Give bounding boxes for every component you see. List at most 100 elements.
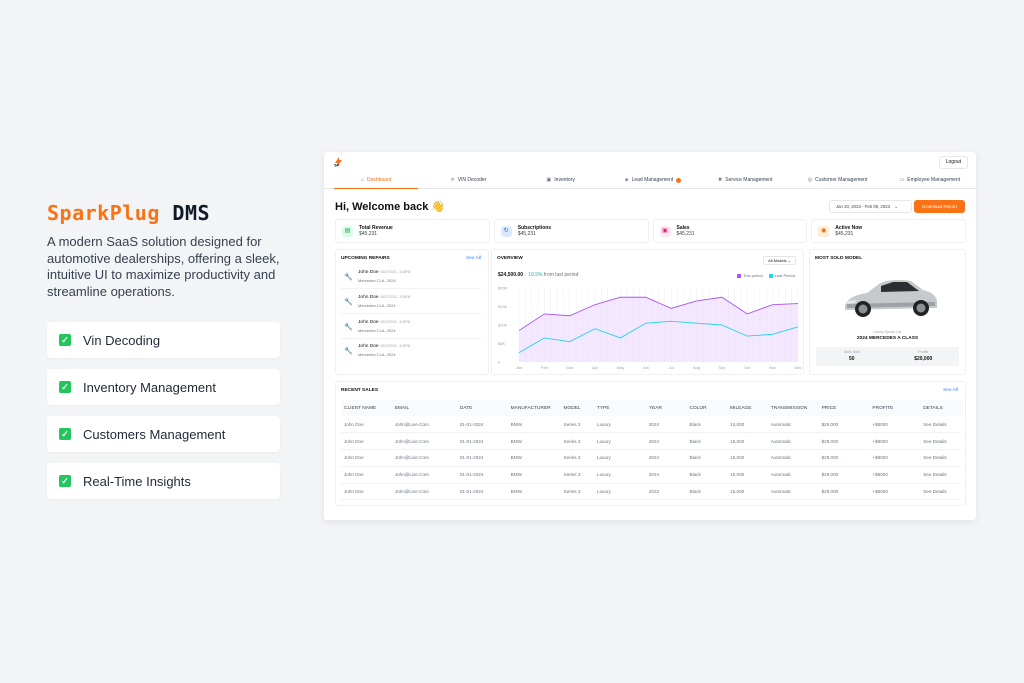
table-row[interactable]: John Doe John@Live.Com 01-01-2024 BMW Series… [341,449,961,467]
table-cell: +$8000 [869,449,921,467]
table-cell: 01-01-2024 [456,416,508,434]
repair-item[interactable]: 🔧 John Doe 05/27/2024 - 3:30PM Mercedes C… [341,292,481,314]
table-cell: 2024 [645,466,687,484]
see-details-link[interactable]: See Details [920,449,961,467]
table-cell: John Doe [341,483,392,501]
see-all-link[interactable]: See All [943,388,958,393]
panel-title: MOST SOLD MODEL [815,256,863,261]
repair-car: Mercedes CLA, 2024 [358,328,396,333]
column-header[interactable]: DATE [456,400,508,416]
feature-list: ✓ Vin Decoding ✓ Inventory Management ✓ … [47,322,280,510]
stat-value: $45,231 [676,231,695,237]
repair-item[interactable]: 🔧 John Doe 05/27/2024 - 3:30PM Mercedes C… [341,317,481,339]
table-cell: John@Live.Com [391,432,457,451]
overview-chart: $20K $15K $10K $5K 0 Jan Feb Mar Apr May Jun Jul Aug… [498,286,802,371]
logout-button[interactable]: Logout [938,156,968,169]
column-header[interactable]: DETAILS [920,400,961,416]
dashboard-window: SP Logout ⌂ Dashboard ✕ VIN Decoder ▣ In… [324,152,976,520]
column-header[interactable]: MODEL [560,400,595,416]
stat-label: Profits [918,350,929,354]
table-cell: 01-01-2024 [456,432,508,451]
column-header[interactable]: PROFITE [869,400,921,416]
wrench-icon: 🔧 [344,274,353,281]
model-stats: Units Sold 50 Profits $20,000 [816,347,959,366]
box-icon: ▣ [546,177,552,183]
repair-time: 05/27/2024 - 3:30PM [380,320,411,324]
table-cell: 2024 [645,432,687,451]
column-header[interactable]: TYPE [594,400,646,416]
stat-value: 50 [848,356,855,362]
stat-card-sales: ▣ Sales $45,231 [652,219,808,243]
model-caption: Luxury Sports Car [873,330,902,334]
profits-stat: Profits $20,000 [888,347,960,366]
y-tick-label: $15K [498,304,508,309]
legend-label: Last Period [774,273,795,278]
table-cell: 01-01-2024 [456,483,508,501]
see-details-link[interactable]: See Details [920,483,961,501]
column-header[interactable]: CLIENT NAME [341,400,392,416]
tab-dashboard[interactable]: ⌂ Dashboard [330,172,422,189]
recent-sales-panel: RECENT SALES See All CLIENT NAME EMAIL DAT… [335,381,966,506]
tab-service-management[interactable]: ✖ Service Management [699,172,791,188]
table-row[interactable]: John Doe John@Live.Com 01-01-2024 BMW Series… [341,483,961,501]
download-report-button[interactable]: Download Report [914,200,965,213]
table-cell: BMW [507,432,561,451]
stat-value: $20,000 [914,356,933,362]
repair-item[interactable]: 🔧 John Doe 05/27/2024 - 3:30PM Mercedes C… [341,267,481,289]
tab-inventory[interactable]: ▣ Inventory [515,172,607,188]
table-cell: $29,000 [818,466,870,484]
refresh-icon: ↻ [500,225,512,237]
column-header[interactable]: YEAR [645,400,687,416]
stats-row: ▤ Total Revenue $45,231 ↻ Subscriptions $4… [335,219,966,243]
stat-title: Total Revenue [359,225,393,231]
series-line-this-period [518,296,799,331]
table-cell: BMW [507,416,561,434]
table-row[interactable]: John Doe John@Live.Com 01-01-2024 BMW Series… [341,432,961,451]
tab-vin-decoder[interactable]: ✕ VIN Decoder [422,172,514,188]
table-cell: John@Live.Com [391,466,457,484]
users-icon: ◎ [807,177,813,183]
wrench-icon: ✖ [718,177,723,183]
column-header[interactable]: COLOR [686,400,728,416]
see-all-link[interactable]: See All [466,256,481,261]
model-filter-select[interactable]: All Models ⌄ [763,256,796,265]
column-header[interactable]: TRANSMISSION [767,400,819,416]
date-range-picker[interactable]: Jan 20, 2023 - Feb 09, 2023 ⌄ [829,200,912,213]
see-details-link[interactable]: See Details [920,466,961,484]
table-cell: Automatic [767,483,819,501]
see-details-link[interactable]: See Details [920,416,961,434]
table-cell: 15,000 [727,432,768,451]
logo-icon[interactable]: SP [334,157,343,167]
repair-car: Mercedes CLA, 2024 [358,352,396,357]
y-tick-label: 0 [498,360,501,365]
tab-lead-management[interactable]: ◈ Lead Management [607,172,699,188]
sales-table: CLIENT NAME EMAIL DATE MANUFACTURER MODEL TYP… [341,400,961,501]
legend-item: Last Period [768,273,795,278]
brand-title: SparkPlug DMS [47,201,210,225]
brand-suffix: DMS [172,201,211,225]
repair-item[interactable]: 🔧 John Doe 05/27/2024 - 3:30PM Mercedes C… [341,341,481,363]
column-header[interactable]: PRICE [818,400,870,416]
table-cell: John Doe [341,466,392,484]
panel-title: RECENT SALES [341,388,379,393]
see-details-link[interactable]: See Details [920,432,961,451]
stat-card-revenue: ▤ Total Revenue $45,231 [335,219,490,243]
table-row[interactable]: John Doe John@Live.Com 01-01-2024 BMW Series… [341,416,961,434]
chart-legend: This period Last Period [736,273,795,278]
wrench-icon: 🔧 [344,324,353,331]
lead-icon: ◈ [624,177,629,183]
stat-value: $45,231 [835,231,854,237]
series-line-last-period [518,320,799,354]
column-header[interactable]: MILEAGE [727,400,768,416]
main-nav: ⌂ Dashboard ✕ VIN Decoder ▣ Inventory ◈ … [324,172,976,189]
column-header[interactable]: MANUFACTURER [507,400,561,416]
tab-employee-management[interactable]: ▭ Employee Management [884,172,976,188]
table-row[interactable]: John Doe John@Live.Com 01-01-2024 BMW Series… [341,466,961,484]
brand-name: SparkPlug [47,201,160,225]
column-header[interactable]: EMAIL [391,400,457,416]
tab-customer-management[interactable]: ◎ Customer Management [791,172,883,188]
table-cell: Luxury [594,416,646,434]
x-tick-label: Dec [794,365,801,370]
table-cell: Black [686,483,728,501]
x-tick-label: Oct [744,365,751,370]
